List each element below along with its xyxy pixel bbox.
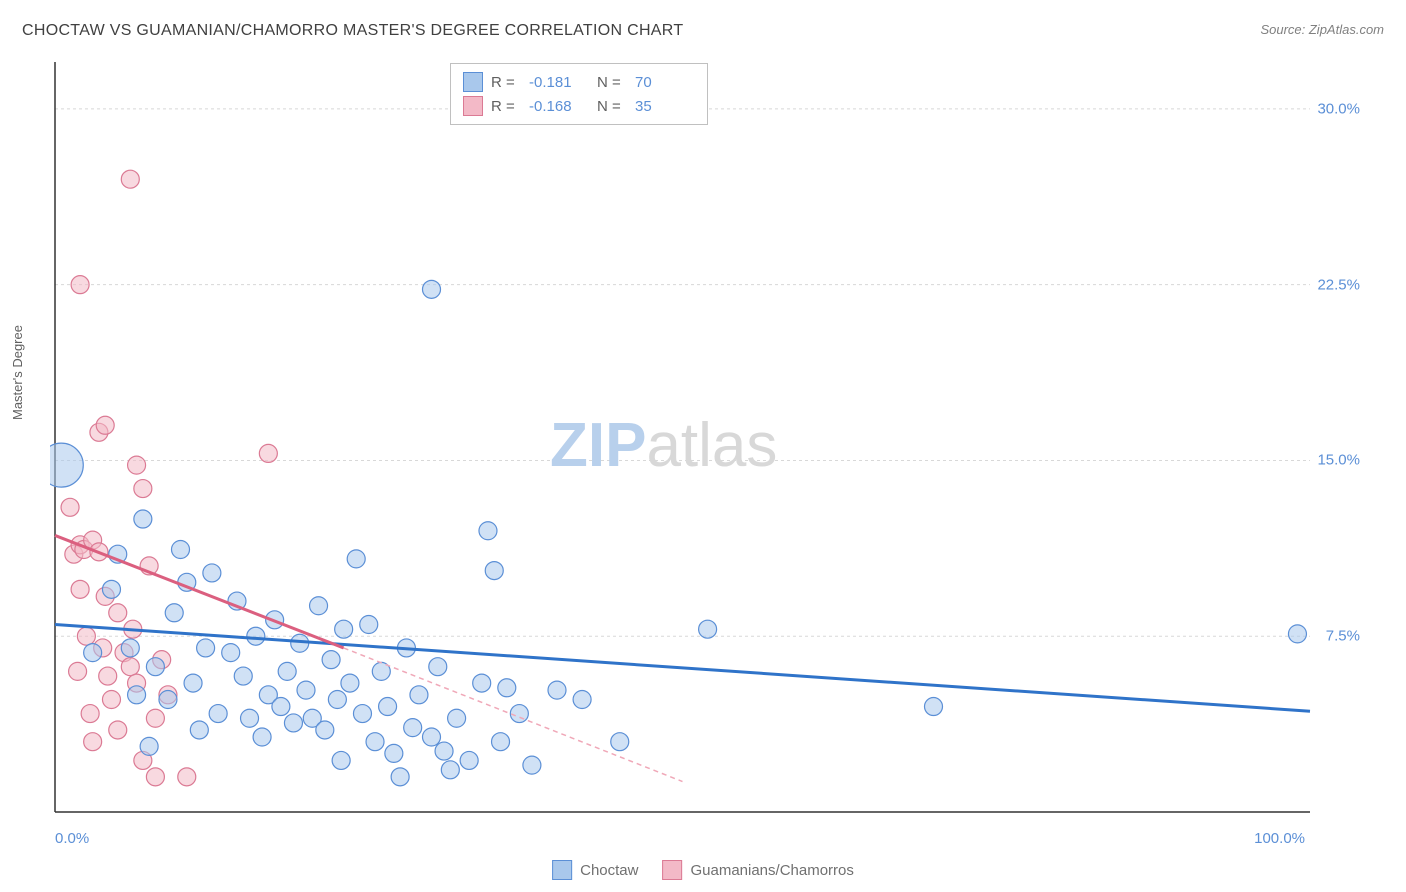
y-tick-label: 15.0%: [1317, 452, 1360, 469]
swatch-guamanian-icon: [662, 860, 682, 880]
r-value-guamanian: -0.168: [529, 98, 589, 115]
legend-label-choctaw: Choctaw: [580, 862, 638, 879]
x-tick-label: 100.0%: [1254, 830, 1305, 847]
n-value-guamanian: 35: [635, 98, 695, 115]
series-legend: Choctaw Guamanians/Chamorros: [552, 860, 854, 880]
legend-label-guamanian: Guamanians/Chamorros: [690, 862, 853, 879]
n-label: N =: [597, 98, 627, 115]
legend-item-choctaw: Choctaw: [552, 860, 638, 880]
swatch-choctaw-icon: [552, 860, 572, 880]
r-value-choctaw: -0.181: [529, 74, 589, 91]
y-axis-label: Master's Degree: [10, 325, 25, 420]
y-tick-label: 22.5%: [1317, 276, 1360, 293]
source-attribution: Source: ZipAtlas.com: [1260, 22, 1384, 37]
chart-area: 7.5%15.0%22.5%30.0%0.0%100.0%: [50, 62, 1370, 842]
n-value-choctaw: 70: [635, 74, 695, 91]
swatch-choctaw: [463, 72, 483, 92]
chart-title: CHOCTAW VS GUAMANIAN/CHAMORRO MASTER'S D…: [22, 22, 683, 40]
r-label: R =: [491, 98, 521, 115]
y-tick-label: 7.5%: [1326, 628, 1360, 645]
r-label: R =: [491, 74, 521, 91]
x-tick-label: 0.0%: [55, 830, 89, 847]
legend-item-guamanian: Guamanians/Chamorros: [662, 860, 853, 880]
n-label: N =: [597, 74, 627, 91]
legend-row-choctaw: R = -0.181 N = 70: [463, 70, 695, 94]
scatter-chart-svg: [50, 62, 1370, 842]
y-tick-label: 30.0%: [1317, 100, 1360, 117]
swatch-guamanian: [463, 96, 483, 116]
correlation-legend: R = -0.181 N = 70 R = -0.168 N = 35: [450, 63, 708, 125]
legend-row-guamanian: R = -0.168 N = 35: [463, 94, 695, 118]
